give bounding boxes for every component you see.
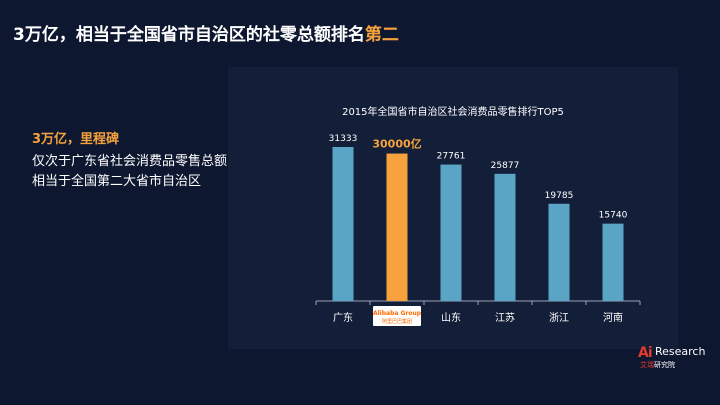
category-label: 江苏	[495, 311, 515, 324]
slide-title: 3万亿，相当于全国省市自治区的社零总额排名第二	[13, 20, 399, 45]
slide-title-highlight: 第二	[364, 25, 399, 45]
chart-panel: 2015年全国省市自治区社会消费品零售排行TOP5 31333 广东 30000亿 A…	[228, 67, 678, 349]
bar-value-label: 25877	[491, 161, 520, 171]
bar-value-label: 15740	[599, 211, 628, 221]
logo-word: Research	[655, 345, 706, 358]
callout-line-1: 仅次于广东省社会消费品零售总额，	[32, 154, 241, 169]
callout-heading: 3万亿，里程碑	[32, 132, 120, 147]
callout-line-2: 相当于全国第二大省市自治区	[32, 174, 202, 189]
bar-3	[494, 173, 516, 301]
bar-value-label: 30000亿	[372, 137, 421, 151]
bar-value-label: 27761	[437, 152, 466, 162]
slide-title-main: 3万亿，相当于全国省市自治区的社零总额排名	[13, 25, 365, 45]
category-label: 河南	[603, 311, 623, 324]
chart-title: 2015年全国省市自治区社会消费品零售排行TOP5	[342, 107, 564, 118]
alibaba-logo-cn-text: 阿里巴巴集团	[382, 318, 412, 325]
category-label: 山东	[441, 311, 461, 324]
logo-mark: Ai	[638, 345, 653, 361]
category-label: 广东	[333, 311, 353, 324]
bar-4	[548, 203, 570, 301]
airesearch-logo: Ai Research 艾瑞研究院	[638, 345, 705, 370]
alibaba-logo-text: Alibaba Group	[373, 310, 422, 317]
logo-cn: 艾瑞研究院	[640, 360, 675, 370]
logo-cn-white: 研究院	[654, 361, 675, 369]
bar-0	[332, 147, 354, 301]
logo-cn-red: 艾瑞	[640, 361, 654, 369]
bar-5	[602, 223, 624, 301]
bar-1	[386, 153, 408, 301]
callout: 3万亿，里程碑 仅次于广东省社会消费品零售总额， 相当于全国第二大省市自治区	[32, 128, 240, 192]
bar-2	[440, 164, 462, 301]
alibaba-logo-box	[373, 306, 421, 326]
category-label: 浙江	[549, 312, 569, 324]
bar-value-label: 31333	[329, 134, 358, 144]
bar-value-label: 19785	[545, 191, 574, 201]
